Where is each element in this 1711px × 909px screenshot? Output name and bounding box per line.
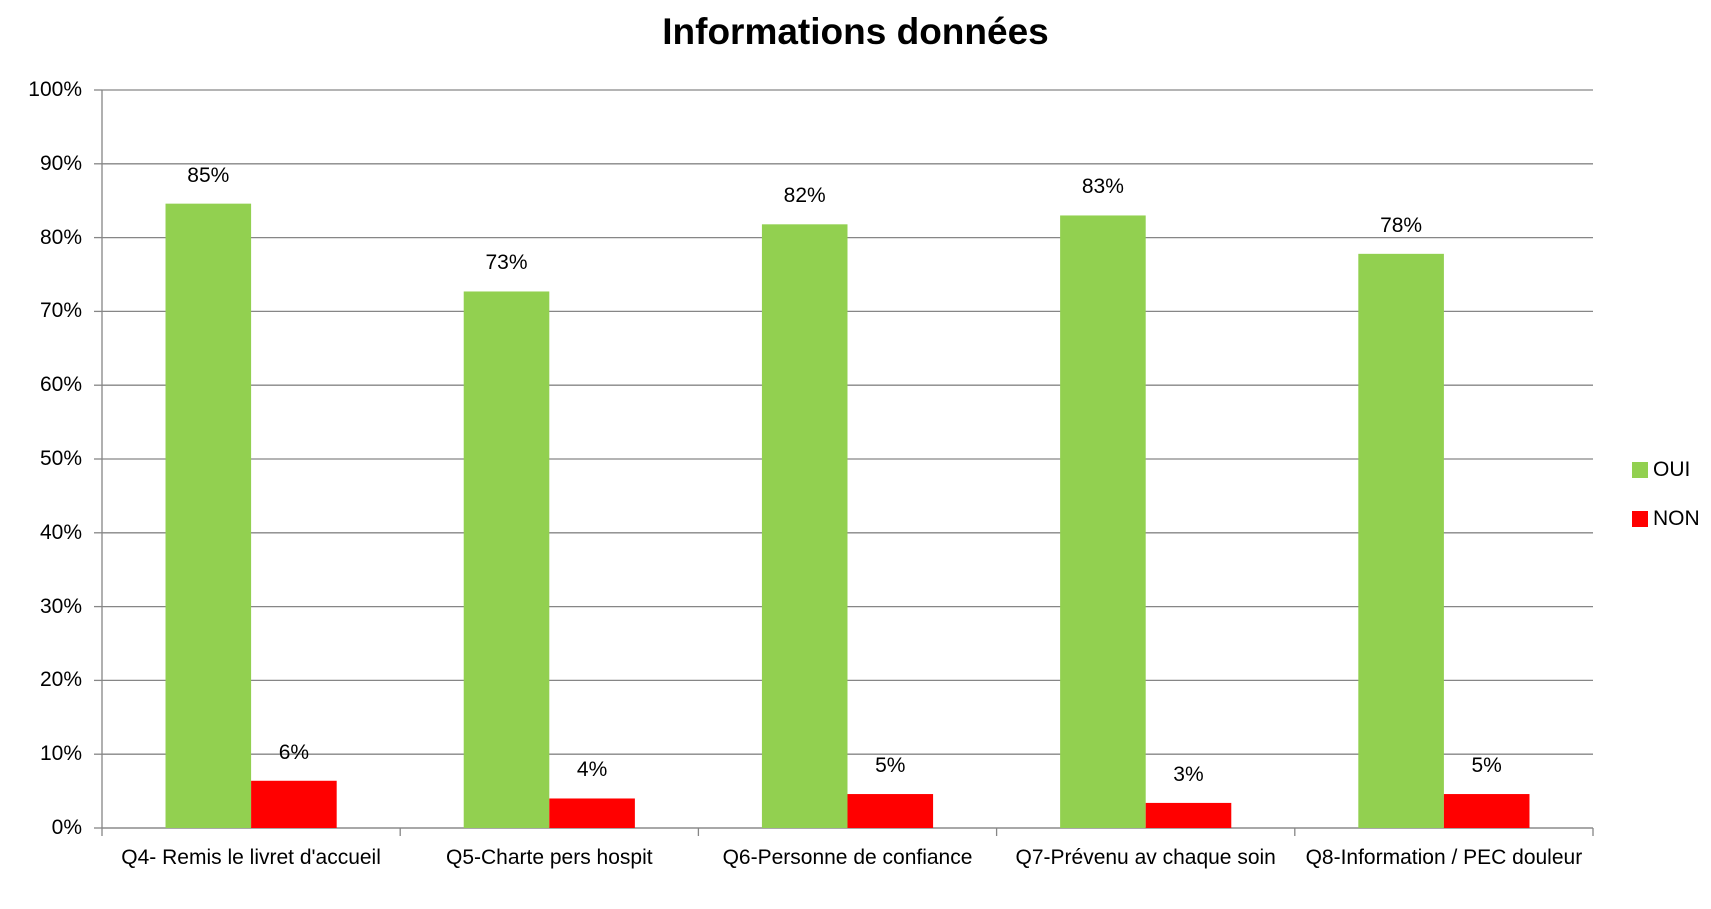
y-tick-label: 70% <box>39 299 82 323</box>
x-tick-label: Q7-Prévenu av chaque soin <box>1015 846 1276 869</box>
data-label: 6% <box>278 740 310 764</box>
legend-swatch <box>1632 511 1648 527</box>
x-tick-label: Q6-Personne de confiance <box>722 846 973 869</box>
bar <box>1358 253 1444 828</box>
bar <box>1145 802 1232 828</box>
legend-label: NON <box>1653 507 1700 530</box>
y-tick-label: 50% <box>39 447 82 470</box>
bar <box>1060 215 1146 828</box>
bar <box>463 291 550 828</box>
data-label: 78% <box>1380 213 1423 237</box>
y-tick-label: 30% <box>39 594 82 618</box>
data-label: 4% <box>576 758 608 782</box>
legend-label: OUI <box>1653 458 1691 481</box>
bar <box>847 794 934 828</box>
y-tick-label: 0% <box>51 816 82 839</box>
bar <box>251 780 337 828</box>
bar <box>761 224 848 829</box>
data-label: 83% <box>1081 175 1124 199</box>
y-tick-label: 90% <box>39 151 82 175</box>
y-tick-label: 20% <box>39 668 82 692</box>
y-tick-label: 10% <box>39 742 82 766</box>
chart-title: Informations données <box>662 11 1049 52</box>
bar <box>1443 794 1530 828</box>
y-tick-label: 60% <box>39 373 82 397</box>
data-label: 3% <box>1173 762 1204 786</box>
bar <box>165 203 252 829</box>
x-tick-label: Q5-Charte pers hospit <box>445 846 653 869</box>
data-label: 73% <box>485 251 528 275</box>
legend-swatch <box>1632 462 1648 478</box>
x-tick-label: Q4- Remis le livret d'accueil <box>121 846 381 869</box>
bar <box>549 798 635 828</box>
x-tick-label: Q8-Information / PEC douleur <box>1305 846 1583 869</box>
y-tick-label: 100% <box>28 78 82 101</box>
data-label: 85% <box>187 163 230 187</box>
data-label: 5% <box>875 754 906 778</box>
data-label: 5% <box>1471 754 1502 778</box>
data-label: 82% <box>783 184 826 208</box>
y-tick-label: 40% <box>39 520 82 544</box>
y-tick-label: 80% <box>39 225 82 249</box>
